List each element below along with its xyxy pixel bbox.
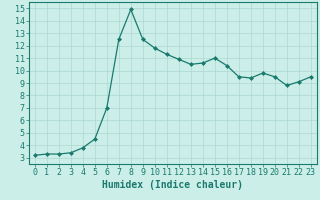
X-axis label: Humidex (Indice chaleur): Humidex (Indice chaleur) (102, 180, 243, 190)
